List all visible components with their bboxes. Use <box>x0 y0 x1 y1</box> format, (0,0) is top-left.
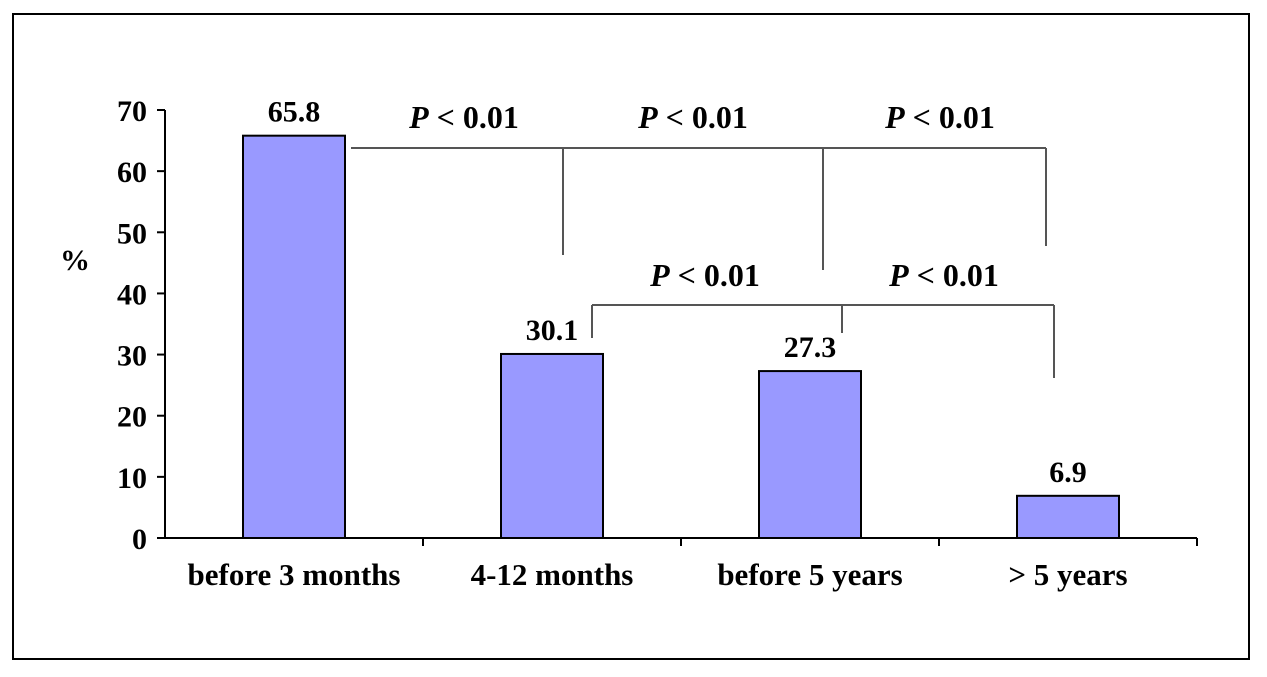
bar-value-label: 30.1 <box>526 314 579 347</box>
axes <box>164 110 1198 546</box>
bar <box>500 352 604 539</box>
p-value-label: P < 0.01 <box>408 99 519 135</box>
p-value-label: P < 0.01 <box>884 99 995 135</box>
x-axis-labels: before 3 months 4-12 months before 5 years… <box>188 557 1128 592</box>
p-value-label: P < 0.01 <box>888 257 999 293</box>
bar-value-label: 65.8 <box>268 96 321 129</box>
y-tick-label: 50 <box>117 217 147 250</box>
bar <box>758 370 862 539</box>
bar-value-labels: 65.8 30.1 27.3 6.9 <box>268 96 1087 489</box>
bar-value-label: 27.3 <box>784 331 837 364</box>
y-tick-label: 0 <box>132 523 147 556</box>
y-axis-ticks: 0 10 20 30 40 50 60 70 <box>117 95 165 556</box>
y-tick-label: 70 <box>117 95 147 128</box>
y-tick-label: 30 <box>117 340 147 373</box>
y-tick-label: 20 <box>117 401 147 434</box>
y-tick-label: 10 <box>117 462 147 495</box>
x-tick-label: > 5 years <box>1008 557 1127 592</box>
y-tick-label: 40 <box>117 278 147 311</box>
p-value-label: P < 0.01 <box>637 99 748 135</box>
x-tick-label: before 5 years <box>717 557 902 592</box>
bar <box>1016 494 1120 540</box>
y-tick-label: 60 <box>117 156 147 189</box>
y-axis-label: % <box>60 244 90 277</box>
bar <box>242 134 346 539</box>
significance-brackets: P < 0.01 P < 0.01 P < 0.01 P < 0.01 P < 0.01 <box>351 99 1055 378</box>
x-tick-label: before 3 months <box>188 557 401 592</box>
p-value-label: P < 0.01 <box>649 257 760 293</box>
bar-value-label: 6.9 <box>1049 456 1087 489</box>
bars <box>242 134 1120 540</box>
chart-frame <box>12 13 1250 660</box>
x-tick-label: 4-12 months <box>471 557 634 592</box>
